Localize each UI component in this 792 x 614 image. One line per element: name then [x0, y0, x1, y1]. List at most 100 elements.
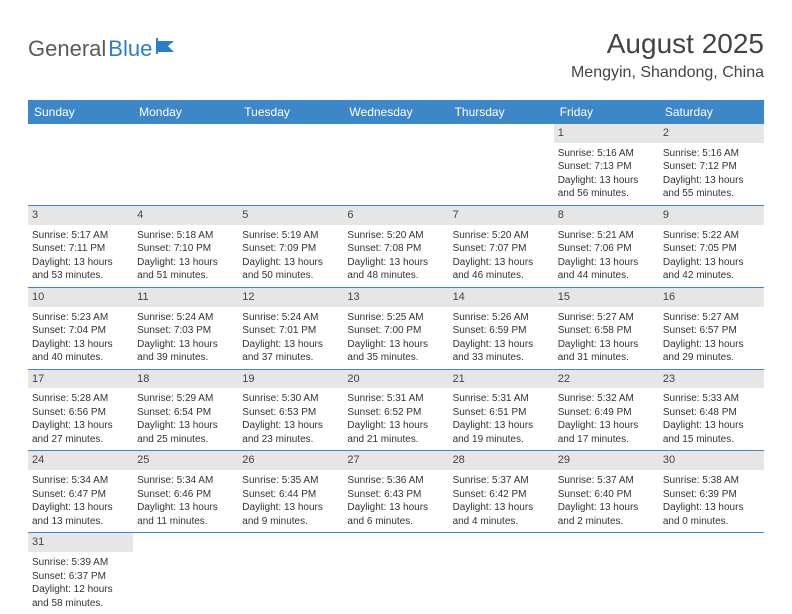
sunrise-line: Sunrise: 5:39 AM — [32, 556, 129, 570]
sunrise-line: Sunrise: 5:31 AM — [453, 392, 550, 406]
sunset-line: Sunset: 6:54 PM — [137, 406, 234, 420]
calendar-cell — [554, 533, 659, 614]
day-number: 20 — [343, 370, 448, 389]
day-number: 14 — [449, 288, 554, 307]
sunset-line: Sunset: 6:57 PM — [663, 324, 760, 338]
brand-part2: Blue — [108, 36, 152, 62]
calendar-cell — [133, 533, 238, 614]
sunrise-line: Sunrise: 5:34 AM — [137, 474, 234, 488]
day-details: Sunrise: 5:24 AMSunset: 7:01 PMDaylight:… — [238, 309, 343, 369]
day-number: 7 — [449, 206, 554, 225]
day-details: Sunrise: 5:16 AMSunset: 7:13 PMDaylight:… — [554, 145, 659, 205]
sunrise-line: Sunrise: 5:26 AM — [453, 311, 550, 325]
calendar-cell: 18Sunrise: 5:29 AMSunset: 6:54 PMDayligh… — [133, 369, 238, 451]
sunrise-line: Sunrise: 5:30 AM — [242, 392, 339, 406]
page-title: August 2025 — [571, 28, 764, 60]
sunrise-line: Sunrise: 5:25 AM — [347, 311, 444, 325]
sunset-line: Sunset: 7:12 PM — [663, 160, 760, 174]
calendar-cell: 20Sunrise: 5:31 AMSunset: 6:52 PMDayligh… — [343, 369, 448, 451]
daylight-line: Daylight: 13 hours and 23 minutes. — [242, 419, 339, 446]
location-subtitle: Mengyin, Shandong, China — [571, 64, 764, 82]
sunset-line: Sunset: 7:01 PM — [242, 324, 339, 338]
calendar-cell: 3 Sunrise: 5:17 AMSunset: 7:11 PMDaylight… — [28, 205, 133, 287]
flag-icon — [156, 38, 178, 54]
day-details: Sunrise: 5:20 AMSunset: 7:07 PMDaylight:… — [449, 227, 554, 287]
day-number: 2 — [659, 124, 764, 143]
sunrise-line: Sunrise: 5:24 AM — [242, 311, 339, 325]
sunset-line: Sunset: 6:48 PM — [663, 406, 760, 420]
day-details: Sunrise: 5:25 AMSunset: 7:00 PMDaylight:… — [343, 309, 448, 369]
sunrise-line: Sunrise: 5:36 AM — [347, 474, 444, 488]
day-details: Sunrise: 5:39 AMSunset: 6:37 PMDaylight:… — [28, 554, 133, 614]
daylight-line: Daylight: 13 hours and 15 minutes. — [663, 419, 760, 446]
sunrise-line: Sunrise: 5:35 AM — [242, 474, 339, 488]
calendar-cell: 16Sunrise: 5:27 AMSunset: 6:57 PMDayligh… — [659, 287, 764, 369]
day-number: 18 — [133, 370, 238, 389]
day-number: 31 — [28, 533, 133, 552]
sunrise-line: Sunrise: 5:17 AM — [32, 229, 129, 243]
daylight-line: Daylight: 13 hours and 56 minutes. — [558, 174, 655, 201]
calendar-cell: 27Sunrise: 5:36 AMSunset: 6:43 PMDayligh… — [343, 451, 448, 533]
sunrise-line: Sunrise: 5:33 AM — [663, 392, 760, 406]
sunset-line: Sunset: 7:08 PM — [347, 242, 444, 256]
sunrise-line: Sunrise: 5:27 AM — [558, 311, 655, 325]
calendar-cell: 12 Sunrise: 5:24 AMSunset: 7:01 PMDayligh… — [238, 287, 343, 369]
calendar-cell: 30Sunrise: 5:38 AMSunset: 6:39 PMDayligh… — [659, 451, 764, 533]
weekday-header: Saturday — [659, 100, 764, 124]
day-number: 3 — [28, 206, 133, 225]
sunrise-line: Sunrise: 5:23 AM — [32, 311, 129, 325]
daylight-line: Daylight: 13 hours and 39 minutes. — [137, 338, 234, 365]
daylight-line: Daylight: 13 hours and 13 minutes. — [32, 501, 129, 528]
daylight-line: Daylight: 13 hours and 11 minutes. — [137, 501, 234, 528]
sunrise-line: Sunrise: 5:24 AM — [137, 311, 234, 325]
sunset-line: Sunset: 6:53 PM — [242, 406, 339, 420]
sunset-line: Sunset: 7:03 PM — [137, 324, 234, 338]
calendar-cell: 2Sunrise: 5:16 AMSunset: 7:12 PMDaylight… — [659, 124, 764, 205]
weekday-header: Friday — [554, 100, 659, 124]
calendar-cell: 6Sunrise: 5:20 AMSunset: 7:08 PMDaylight… — [343, 205, 448, 287]
calendar-cell: 10Sunrise: 5:23 AMSunset: 7:04 PMDayligh… — [28, 287, 133, 369]
title-block: August 2025 Mengyin, Shandong, China — [571, 28, 764, 82]
calendar-cell: 15Sunrise: 5:27 AMSunset: 6:58 PMDayligh… — [554, 287, 659, 369]
sunrise-line: Sunrise: 5:16 AM — [558, 147, 655, 161]
day-number: 9 — [659, 206, 764, 225]
day-number: 30 — [659, 451, 764, 470]
daylight-line: Daylight: 13 hours and 46 minutes. — [453, 256, 550, 283]
day-details: Sunrise: 5:21 AMSunset: 7:06 PMDaylight:… — [554, 227, 659, 287]
sunrise-line: Sunrise: 5:22 AM — [663, 229, 760, 243]
sunrise-line: Sunrise: 5:34 AM — [32, 474, 129, 488]
sunrise-line: Sunrise: 5:37 AM — [453, 474, 550, 488]
day-details: Sunrise: 5:34 AMSunset: 6:47 PMDaylight:… — [28, 472, 133, 532]
day-details: Sunrise: 5:33 AMSunset: 6:48 PMDaylight:… — [659, 390, 764, 450]
daylight-line: Daylight: 13 hours and 55 minutes. — [663, 174, 760, 201]
daylight-line: Daylight: 13 hours and 37 minutes. — [242, 338, 339, 365]
daylight-line: Daylight: 13 hours and 50 minutes. — [242, 256, 339, 283]
day-number: 19 — [238, 370, 343, 389]
daylight-line: Daylight: 13 hours and 17 minutes. — [558, 419, 655, 446]
sunset-line: Sunset: 7:06 PM — [558, 242, 655, 256]
day-number: 28 — [449, 451, 554, 470]
daylight-line: Daylight: 13 hours and 2 minutes. — [558, 501, 655, 528]
sunrise-line: Sunrise: 5:18 AM — [137, 229, 234, 243]
daylight-line: Daylight: 13 hours and 27 minutes. — [32, 419, 129, 446]
calendar-header-row: SundayMondayTuesdayWednesdayThursdayFrid… — [28, 100, 764, 124]
day-number: 12 — [238, 288, 343, 307]
day-number: 22 — [554, 370, 659, 389]
day-number: 15 — [554, 288, 659, 307]
sunrise-line: Sunrise: 5:21 AM — [558, 229, 655, 243]
daylight-line: Daylight: 13 hours and 9 minutes. — [242, 501, 339, 528]
day-details: Sunrise: 5:35 AMSunset: 6:44 PMDaylight:… — [238, 472, 343, 532]
brand-part1: General — [28, 36, 106, 62]
calendar-cell — [449, 533, 554, 614]
day-details: Sunrise: 5:28 AMSunset: 6:56 PMDaylight:… — [28, 390, 133, 450]
sunrise-line: Sunrise: 5:38 AM — [663, 474, 760, 488]
calendar-cell: 21Sunrise: 5:31 AMSunset: 6:51 PMDayligh… — [449, 369, 554, 451]
day-number: 29 — [554, 451, 659, 470]
day-details: Sunrise: 5:17 AMSunset: 7:11 PMDaylight:… — [28, 227, 133, 287]
daylight-line: Daylight: 12 hours and 58 minutes. — [32, 583, 129, 610]
daylight-line: Daylight: 13 hours and 51 minutes. — [137, 256, 234, 283]
calendar-cell: 17Sunrise: 5:28 AMSunset: 6:56 PMDayligh… — [28, 369, 133, 451]
daylight-line: Daylight: 13 hours and 19 minutes. — [453, 419, 550, 446]
sunrise-line: Sunrise: 5:20 AM — [347, 229, 444, 243]
day-details: Sunrise: 5:37 AMSunset: 6:40 PMDaylight:… — [554, 472, 659, 532]
